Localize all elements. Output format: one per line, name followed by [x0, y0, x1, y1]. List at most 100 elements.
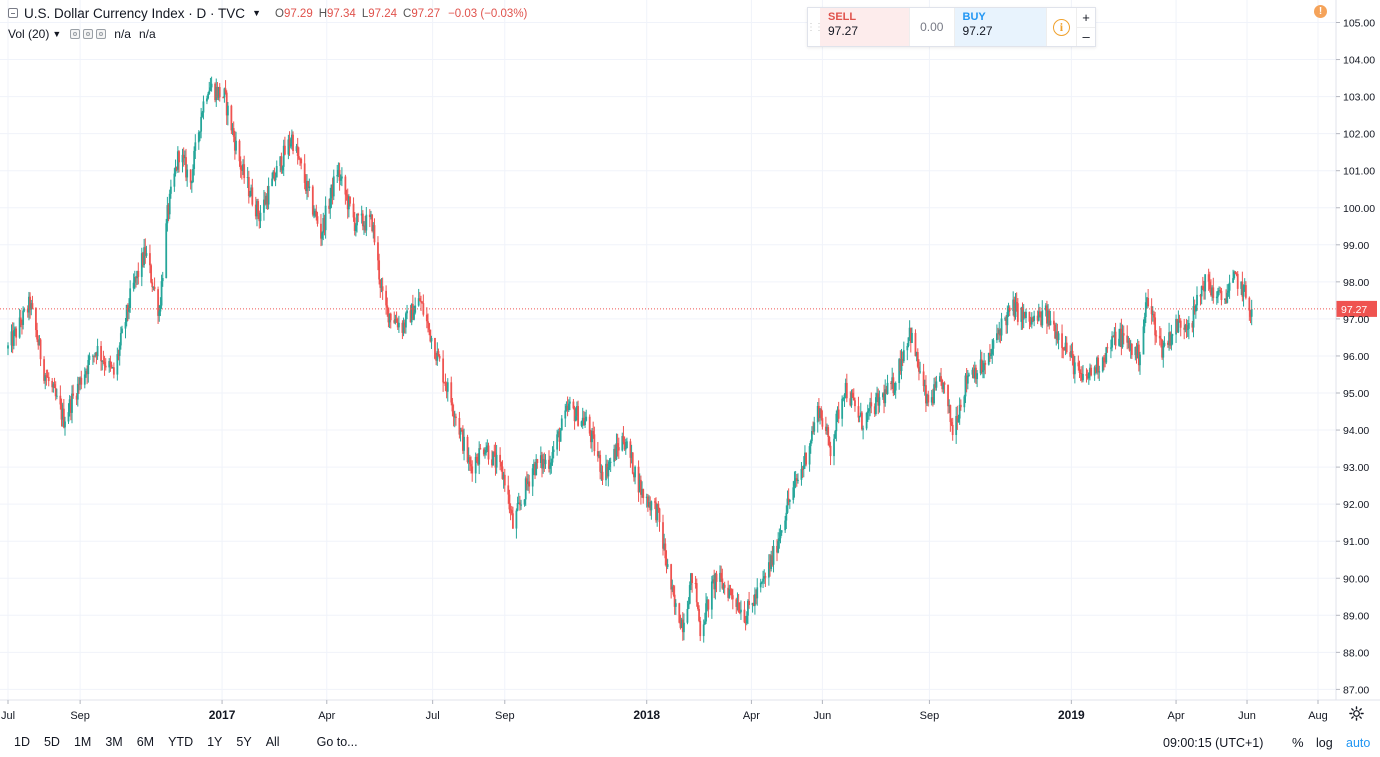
range-5y-button[interactable]: 5Y	[236, 735, 252, 749]
candle-body	[1080, 373, 1083, 381]
info-button[interactable]: i	[1045, 8, 1077, 46]
candle-body	[1168, 332, 1170, 345]
candle	[1114, 322, 1117, 350]
candle-body	[824, 426, 827, 432]
candle-body	[396, 322, 399, 328]
y-tick-label: 98.00	[1343, 277, 1369, 289]
drag-handle-icon[interactable]: ⋮⋮	[806, 21, 824, 33]
candle	[1211, 285, 1214, 301]
range-5d-button[interactable]: 5D	[43, 735, 60, 749]
symbol-title[interactable]: U.S. Dollar Currency Index · D · TVC	[24, 5, 246, 21]
candle	[804, 445, 806, 469]
candle-body	[121, 328, 123, 334]
range-1m-button[interactable]: 1M	[73, 735, 92, 749]
range-1d-button[interactable]: 1D	[14, 735, 30, 749]
candle-body	[955, 416, 958, 436]
eye-icon[interactable]	[70, 29, 81, 39]
alert-icon[interactable]: !	[1314, 5, 1327, 18]
candle	[59, 385, 62, 410]
gear-icon[interactable]	[1349, 706, 1364, 721]
candle-body	[413, 312, 415, 320]
price-axis[interactable]: 105.00104.00103.00102.00101.00100.0099.0…	[1335, 0, 1375, 700]
candle-body	[623, 442, 626, 450]
increase-button[interactable]: +	[1082, 9, 1090, 25]
candle-body	[1143, 317, 1146, 327]
candle	[401, 320, 404, 340]
chevron-down-icon[interactable]: ▼	[52, 29, 62, 39]
candle	[681, 612, 684, 641]
candle	[463, 428, 465, 461]
close-icon[interactable]	[96, 29, 107, 39]
candle-body	[109, 361, 112, 365]
candle-body	[467, 457, 470, 463]
candle-body	[801, 468, 804, 470]
range-all-button[interactable]: All	[265, 735, 280, 749]
time-axis[interactable]: Jul Sep 2017 Apr Jul Sep 2018 Apr Jun Sep 2019 Apr J…	[0, 699, 1380, 722]
candle	[997, 327, 999, 340]
sell-button[interactable]: SELL 97.27	[820, 8, 910, 46]
candle	[161, 271, 164, 287]
candle-body	[495, 454, 498, 468]
candle	[308, 178, 311, 192]
candle	[133, 270, 136, 290]
candle	[982, 360, 984, 379]
auto-scale-toggle[interactable]: auto	[1346, 736, 1371, 750]
candle-body	[890, 382, 892, 385]
percent-scale-toggle[interactable]: %	[1292, 735, 1304, 750]
candle	[588, 414, 591, 436]
candle	[265, 193, 268, 210]
candle-body	[380, 286, 383, 288]
price-chart[interactable]: 97.27 105.00104.00103.00102.00101.00100.…	[0, 0, 1380, 727]
candle	[710, 575, 713, 619]
candle-body	[69, 399, 72, 413]
range-6m-button[interactable]: 6M	[136, 735, 155, 749]
candle-body	[404, 313, 407, 328]
candle	[31, 295, 34, 310]
candle	[345, 189, 348, 201]
candle	[745, 611, 748, 626]
candle-body	[613, 448, 616, 462]
range-1y-button[interactable]: 1Y	[207, 735, 223, 749]
collapse-legend-button[interactable]	[8, 8, 18, 18]
candle	[314, 208, 317, 218]
goto-date-button[interactable]: Go to...	[316, 735, 358, 749]
decrease-button[interactable]: –	[1077, 26, 1095, 47]
candle	[295, 143, 298, 153]
candle-body	[938, 376, 941, 382]
clock[interactable]: 09:00:15 (UTC+1)	[1163, 736, 1264, 750]
candle-body	[528, 481, 531, 487]
candle	[735, 597, 738, 614]
candle-body	[251, 187, 254, 205]
candle-body	[453, 416, 456, 418]
candle-body	[182, 154, 185, 159]
candle	[118, 342, 121, 366]
buy-button[interactable]: BUY 97.27	[954, 8, 1046, 46]
candle-body	[1072, 355, 1075, 375]
candle	[435, 352, 438, 366]
settings-icon[interactable]	[83, 29, 94, 39]
range-3m-button[interactable]: 3M	[105, 735, 123, 749]
candle	[959, 399, 962, 411]
candle	[368, 209, 371, 228]
log-scale-toggle[interactable]: log	[1316, 736, 1333, 750]
candle	[1071, 342, 1074, 366]
candle	[916, 348, 919, 369]
candle-body	[778, 538, 781, 542]
candle-body	[1200, 286, 1203, 297]
candle-body	[346, 195, 349, 210]
candle-body	[1161, 339, 1164, 358]
candle	[36, 322, 38, 343]
range-ytd-button[interactable]: YTD	[168, 735, 194, 749]
candle	[119, 326, 122, 350]
candle	[1161, 339, 1164, 360]
chevron-down-icon[interactable]: ▼	[252, 8, 261, 18]
candle-body	[601, 471, 604, 481]
candle-body	[919, 371, 922, 373]
candle-body	[1079, 372, 1082, 374]
candle	[826, 423, 828, 436]
candle-body	[1025, 311, 1027, 319]
candle	[321, 231, 324, 246]
candle-body	[1077, 362, 1080, 367]
candle-body	[965, 375, 968, 384]
volume-title[interactable]: Vol (20)	[8, 27, 50, 41]
